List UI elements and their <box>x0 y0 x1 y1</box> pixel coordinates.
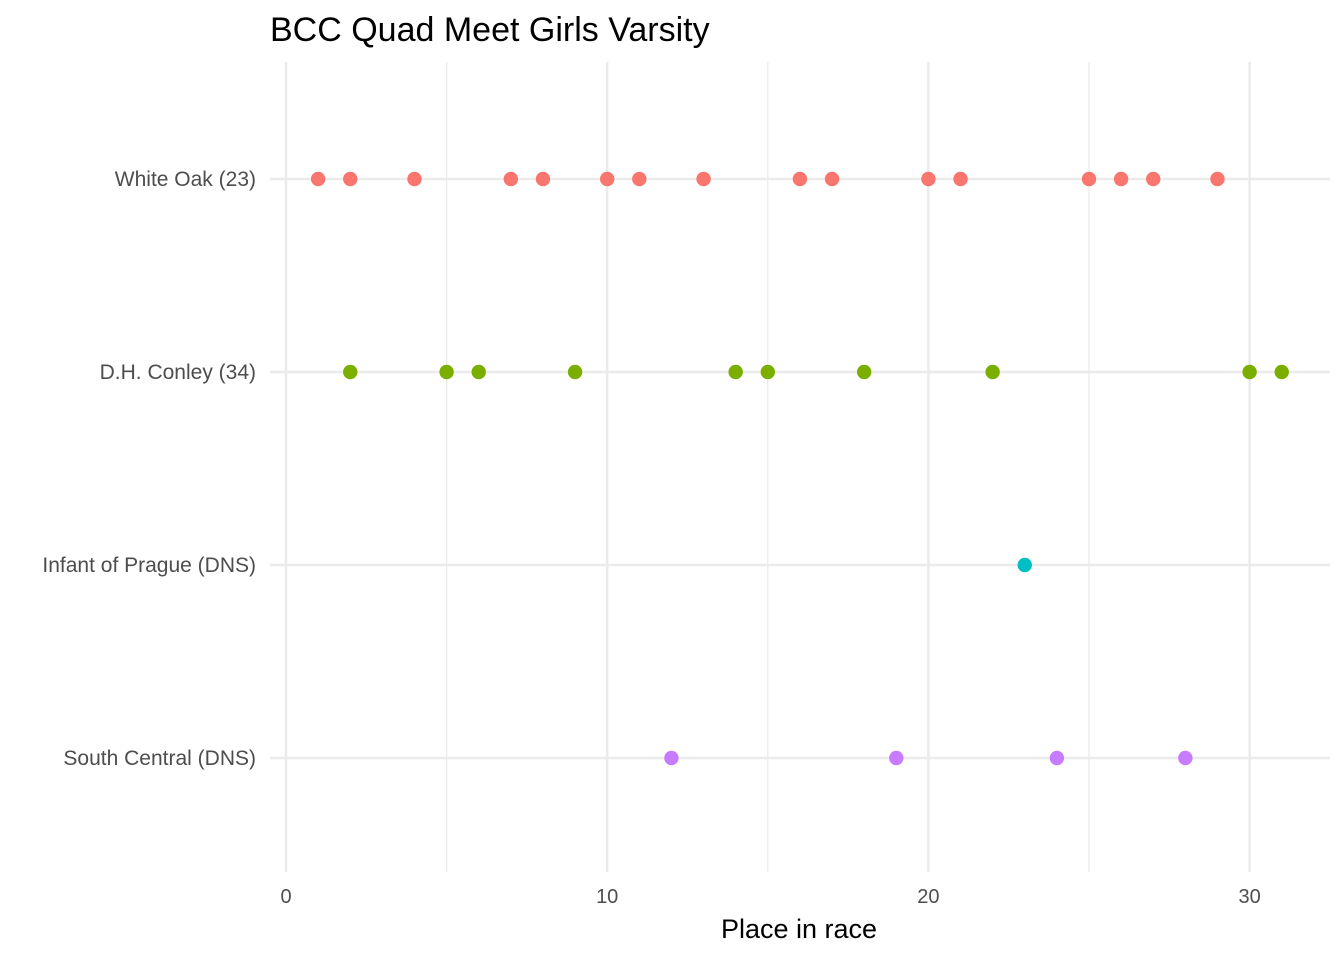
data-point <box>664 750 679 766</box>
category-label: Infant of Prague (DNS) <box>42 554 256 577</box>
data-point <box>1081 171 1097 187</box>
data-point <box>310 171 326 187</box>
data-point <box>535 171 551 187</box>
data-point <box>407 171 422 187</box>
x-tick-labels: 0 10 20 30 <box>280 886 1260 908</box>
data-point <box>921 171 936 187</box>
data-point <box>1242 364 1257 380</box>
data-point <box>1017 557 1032 573</box>
data-point <box>889 750 904 766</box>
data-points <box>310 171 1289 766</box>
data-point <box>728 364 743 380</box>
x-tick-label: 10 <box>596 886 618 908</box>
data-point <box>760 364 775 380</box>
data-point <box>503 171 519 187</box>
data-point <box>1049 750 1065 766</box>
x-tick-label: 30 <box>1238 886 1260 908</box>
grid <box>270 62 1330 872</box>
category-label: South Central (DNS) <box>63 747 256 770</box>
data-point <box>343 364 358 380</box>
category-labels: White Oak (23) D.H. Conley (34) Infant of … <box>42 168 256 770</box>
data-point <box>856 364 872 380</box>
data-point <box>1178 750 1193 766</box>
data-point <box>600 171 615 187</box>
data-point <box>1210 171 1225 187</box>
data-point <box>567 364 583 380</box>
data-point <box>824 171 840 187</box>
data-point <box>1113 171 1129 187</box>
data-point <box>985 364 1000 380</box>
category-label: D.H. Conley (34) <box>100 361 256 384</box>
x-axis-title: Place in race <box>721 914 877 944</box>
data-point <box>696 171 711 187</box>
x-tick-label: 20 <box>917 886 939 908</box>
data-point <box>1146 171 1161 187</box>
x-tick-label: 0 <box>280 886 291 908</box>
data-point <box>632 171 647 187</box>
data-point <box>792 171 808 187</box>
data-point <box>471 364 486 380</box>
data-point <box>953 171 968 187</box>
chart-title: BCC Quad Meet Girls Varsity <box>270 11 710 49</box>
data-point <box>1274 364 1289 380</box>
data-point <box>439 364 454 380</box>
category-label: White Oak (23) <box>115 168 256 191</box>
data-point <box>343 171 358 187</box>
